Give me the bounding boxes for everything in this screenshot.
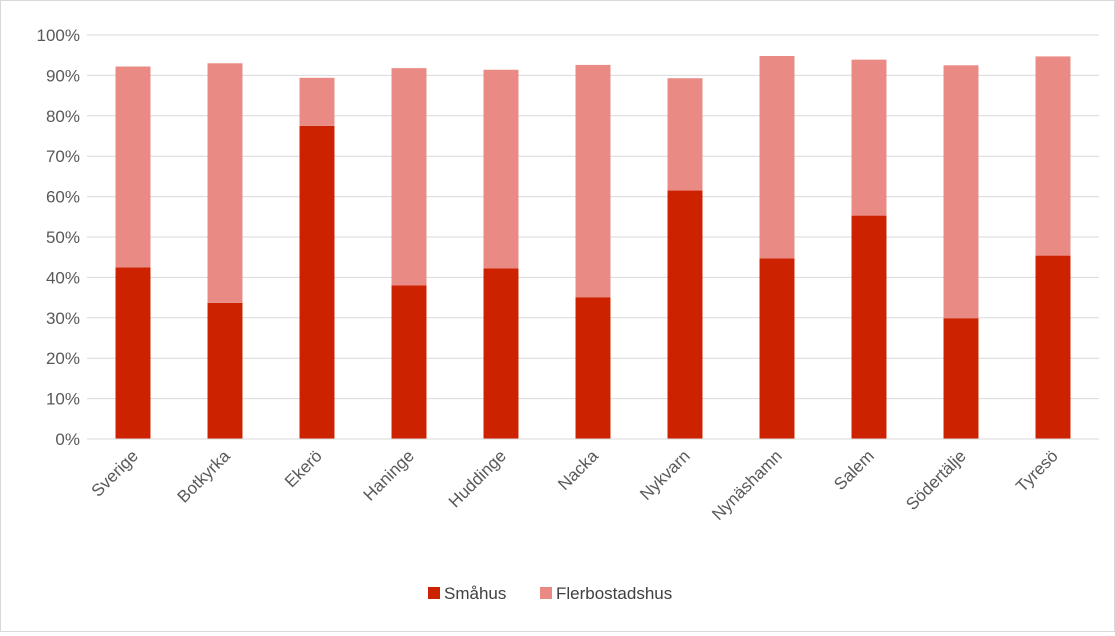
bar-flerbostadshus: [483, 69, 519, 269]
bar-flerbostadshus: [575, 64, 611, 298]
y-tick-label: 50%: [46, 228, 80, 247]
y-tick-label: 10%: [46, 390, 80, 409]
bar-flerbostadshus: [1035, 56, 1071, 256]
y-tick-label: 80%: [46, 107, 80, 126]
y-tick-label: 40%: [46, 268, 80, 287]
bar-smahus: [575, 297, 611, 439]
bar-flerbostadshus: [115, 66, 151, 268]
x-tick-label: Huddinge: [445, 446, 510, 511]
y-axis-ticks: 0% 10% 20% 30% 40% 50% 60% 70% 80% 90% 100%: [37, 26, 80, 449]
x-tick-label: Botkyrka: [174, 446, 235, 507]
y-tick-label: 100%: [37, 26, 80, 45]
bar-smahus: [115, 267, 151, 439]
legend-label: Småhus: [444, 584, 506, 603]
bar-smahus: [667, 190, 703, 439]
y-tick-label: 20%: [46, 349, 80, 368]
bar-flerbostadshus: [299, 77, 335, 126]
legend: Småhus Flerbostadshus: [428, 584, 672, 603]
y-tick-label: 60%: [46, 188, 80, 207]
y-tick-label: 70%: [46, 147, 80, 166]
y-tick-label: 90%: [46, 66, 80, 85]
bar-smahus: [759, 258, 795, 439]
x-tick-label: Tyresö: [1012, 446, 1062, 496]
bar-smahus: [483, 268, 519, 439]
bar-flerbostadshus: [851, 59, 887, 216]
x-axis-labels: Sverige Botkyrka Ekerö Haninge Huddinge Nacka…: [88, 446, 1062, 524]
x-tick-label: Nykvarn: [636, 446, 694, 504]
bar-smahus: [299, 125, 335, 440]
bar-smahus: [207, 302, 243, 439]
bar-smahus: [391, 285, 427, 439]
legend-swatch: [428, 587, 440, 599]
legend-label: Flerbostadshus: [556, 584, 672, 603]
bar-smahus: [851, 215, 887, 439]
y-tick-label: 0%: [55, 430, 80, 449]
bar-flerbostadshus: [943, 65, 979, 319]
x-tick-label: Haninge: [360, 446, 418, 504]
bar-smahus: [1035, 255, 1071, 439]
y-tick-label: 30%: [46, 309, 80, 328]
legend-swatch: [540, 587, 552, 599]
x-tick-label: Ekerö: [281, 446, 326, 491]
x-tick-label: Nacka: [554, 446, 602, 494]
bar-smahus: [943, 318, 979, 439]
x-tick-label: Södertälje: [902, 446, 970, 514]
x-tick-label: Sverige: [88, 446, 142, 500]
x-tick-label: Salem: [830, 446, 878, 494]
bar-flerbostadshus: [207, 63, 243, 303]
bar-flerbostadshus: [391, 68, 427, 286]
bars: [115, 56, 1071, 440]
bar-flerbostadshus: [759, 56, 795, 259]
x-tick-label: Nynäshamn: [708, 446, 786, 524]
bar-flerbostadshus: [667, 78, 703, 191]
